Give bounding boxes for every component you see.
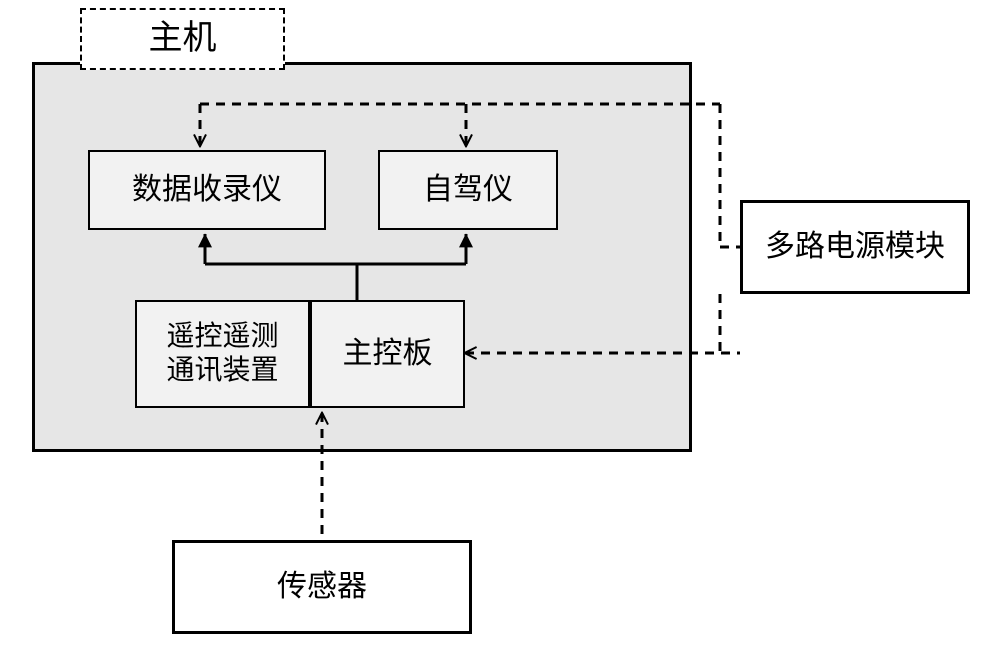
autopilot-label: 自驾仪 bbox=[423, 172, 513, 208]
host-label-box: 主机 bbox=[80, 8, 285, 70]
sensor-box: 传感器 bbox=[172, 540, 472, 634]
autopilot-box: 自驾仪 bbox=[378, 150, 558, 230]
host-label-text: 主机 bbox=[149, 19, 217, 60]
power-module-box: 多路电源模块 bbox=[740, 200, 970, 294]
data-recorder-box: 数据收录仪 bbox=[88, 150, 326, 230]
system-diagram: 主机 数据收录仪 自驾仪 遥控遥测通讯装置 主控板 多路电源模块 传感器 bbox=[0, 0, 1000, 670]
main-board-label: 主控板 bbox=[343, 336, 433, 372]
power-module-label: 多路电源模块 bbox=[765, 229, 945, 265]
remote-comm-label: 遥控遥测通讯装置 bbox=[166, 320, 278, 387]
data-recorder-label: 数据收录仪 bbox=[132, 172, 282, 208]
sensor-label: 传感器 bbox=[277, 569, 367, 605]
main-board-box: 主控板 bbox=[310, 300, 465, 408]
remote-comm-box: 遥控遥测通讯装置 bbox=[135, 300, 310, 408]
